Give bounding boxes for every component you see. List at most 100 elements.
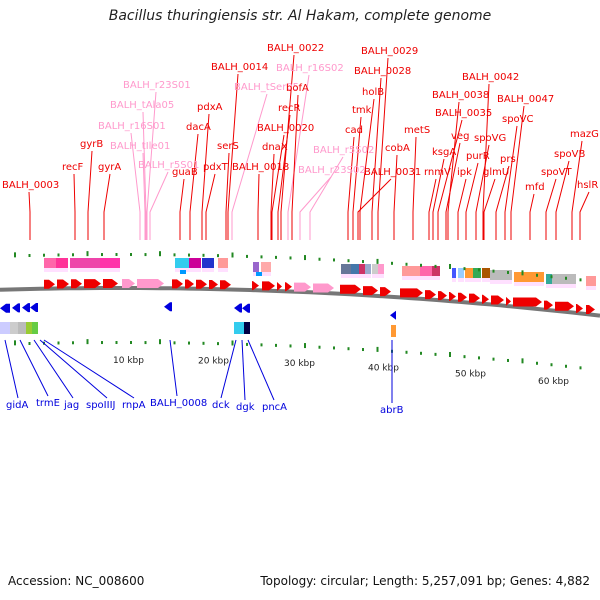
gene-label-ksga: ksgA xyxy=(432,147,456,158)
scale-tick xyxy=(405,350,408,354)
gene-label-balh_0047: BALH_0047 xyxy=(497,94,554,105)
scale-tick xyxy=(289,344,292,348)
leader-line-daca xyxy=(189,133,199,240)
scale-tick xyxy=(579,366,582,370)
leader-line-hslr xyxy=(579,191,590,240)
leader-line-ksga xyxy=(432,158,445,240)
cog-box xyxy=(100,258,120,268)
cog-box xyxy=(402,266,420,276)
gene-label-balh_r5s01: BALH_r5S01 xyxy=(138,160,199,171)
reverse-gene-arrow xyxy=(390,310,396,320)
scale-tick xyxy=(231,340,234,346)
cog-box xyxy=(465,268,473,278)
forward-gene-arrow xyxy=(137,279,164,289)
scale-tick xyxy=(101,341,103,345)
gene-label-abrb: abrB xyxy=(380,405,404,416)
gene-label-balh_0014: BALH_0014 xyxy=(211,62,268,73)
gene-label-mets: metS xyxy=(404,125,430,136)
gene-label-mazg: mazG xyxy=(570,129,599,140)
scale-label: 10 kbp xyxy=(113,356,144,366)
gene-label-rnmv: rnmV xyxy=(424,167,451,178)
gene-label-recr: recR xyxy=(278,103,301,114)
cog-box xyxy=(56,258,68,268)
scale-tick xyxy=(521,358,524,364)
leader-line-balh_0038 xyxy=(447,101,460,240)
leader-line-balh_tser05 xyxy=(231,93,268,240)
scale-tick xyxy=(275,343,277,347)
scale-tick xyxy=(565,364,567,368)
cog-box xyxy=(546,274,552,284)
forward-gene-arrow xyxy=(84,279,101,289)
cog-box xyxy=(452,268,456,278)
reverse-gene-arrow xyxy=(12,303,20,313)
scale-tick xyxy=(449,351,451,357)
forward-gene-arrow xyxy=(425,290,436,300)
gene-label-gyrb: gyrB xyxy=(80,139,103,150)
forward-gene-arrow xyxy=(555,301,574,311)
leader-line-glmu xyxy=(483,178,496,240)
forward-gene-arrow xyxy=(586,305,595,315)
gene-label-holb: holB xyxy=(362,87,384,98)
cog-box xyxy=(261,262,271,272)
scale-tick xyxy=(159,339,161,345)
leader-line-mfd xyxy=(529,193,535,240)
genome-summary-text: Topology: circular; Length: 5,257,091 bp… xyxy=(260,574,590,588)
forward-gene-arrow xyxy=(252,281,259,291)
leader-line-sers xyxy=(225,152,230,240)
reverse-label-leaders xyxy=(4,339,393,403)
gene-label-bofa: bofA xyxy=(286,83,309,94)
cog-box xyxy=(18,322,26,334)
cog-box xyxy=(552,274,576,284)
gene-label-pdxa: pdxA xyxy=(197,102,223,113)
leader-line-spovc xyxy=(504,125,518,240)
leader-line-pdxa xyxy=(201,113,210,240)
leader-line-mets xyxy=(412,136,417,240)
leader-line-veg xyxy=(445,142,461,240)
cog-box xyxy=(0,322,10,334)
forward-gene-arrow xyxy=(262,281,275,291)
forward-gene-arrow xyxy=(491,295,504,305)
leader-line-trme xyxy=(19,339,49,397)
forward-gene-arrow xyxy=(313,283,334,293)
leader-line-dck xyxy=(220,339,237,399)
cog-box xyxy=(514,272,544,282)
gene-label-pdxt: pdxT xyxy=(203,162,229,173)
forward-gene-arrow xyxy=(103,279,118,289)
gene-label-trme: trmE xyxy=(36,398,60,409)
leader-line-gyrb xyxy=(87,150,93,240)
forward-gene-arrow xyxy=(400,288,423,298)
gene-label-tmk: tmk xyxy=(352,105,372,116)
cog-box xyxy=(44,258,56,268)
scale-tick xyxy=(333,346,335,350)
diagram-title: Bacillus thuringiensis str. Al Hakam, co… xyxy=(108,8,492,24)
forward-gene-arrow xyxy=(294,282,311,292)
gene-label-balh_0003: BALH_0003 xyxy=(2,180,59,191)
leader-line-balh_0047 xyxy=(510,105,525,240)
scale-tick xyxy=(57,341,60,345)
scale-tick xyxy=(72,341,74,345)
reverse-gene-arrow xyxy=(22,303,30,313)
leader-line-balh_r5s01 xyxy=(149,171,169,240)
scale-tick xyxy=(28,342,31,346)
cog-box xyxy=(432,266,440,276)
leader-line-balh_0031 xyxy=(357,178,392,240)
gene-label-rnpa: rnpA xyxy=(122,400,146,411)
scale-label: 50 kbp xyxy=(455,369,486,379)
scale-tick xyxy=(130,341,132,345)
forward-gene-arrow xyxy=(449,291,456,301)
cog-box xyxy=(365,264,371,274)
cog-box xyxy=(420,266,432,276)
leader-line-spovb xyxy=(555,160,570,240)
cog-box xyxy=(490,270,512,280)
scale-ticks: 10 kbp 20 kbp 30 kbp 40 kbp 50 kbp 60 kbp xyxy=(14,251,582,387)
scale-label: 40 kbp xyxy=(368,363,399,373)
accession-text: Accession: NC_008600 xyxy=(8,574,145,588)
leader-line-balh_tala05 xyxy=(142,111,147,240)
forward-gene-arrow xyxy=(340,284,361,294)
gene-label-dgk: dgk xyxy=(236,402,255,413)
scale-tick xyxy=(202,341,205,345)
gene-label-hslr: hslR xyxy=(577,180,598,191)
scale-tick xyxy=(347,347,350,351)
forward-gene-arrow xyxy=(44,279,55,289)
